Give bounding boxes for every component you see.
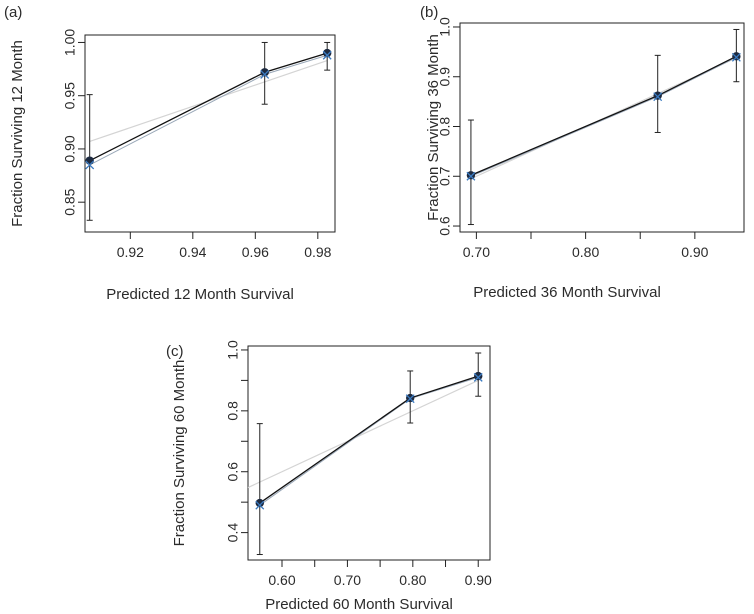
chart-0-observed-point	[85, 156, 94, 165]
chart-2-x-tick-label: 0.90	[465, 572, 492, 588]
chart-0-y-tick-label: 0.95	[62, 82, 78, 109]
chart-0-x-tick-label: 0.94	[179, 244, 206, 260]
chart-1-observed-point	[653, 91, 662, 100]
chart-2-panel-label: (c)	[166, 343, 184, 360]
chart-0-y-tick-label: 0.85	[62, 188, 78, 215]
chart-1-y-tick-label: 0.9	[437, 67, 453, 87]
chart-1-plot-frame	[459, 22, 745, 233]
chart-1-x-tick-label: 0.70	[463, 244, 490, 260]
chart-2-corrected-marker	[255, 500, 265, 510]
chart-1-y-tick-label: 1.0	[437, 17, 453, 37]
chart-1-y-axis-title: Fraction Surviving 36 Month	[425, 34, 442, 221]
chart-0-corrected-line	[89, 54, 328, 166]
chart-2-plot-frame	[247, 345, 491, 561]
chart-1-corrected-marker	[731, 52, 741, 62]
chart-1-y-tick-label: 0.7	[437, 166, 453, 186]
chart-0-y-tick-label: 0.90	[62, 135, 78, 162]
chart-1-x-tick-label: 0.90	[681, 244, 708, 260]
chart-2-ideal-line	[247, 379, 479, 489]
chart-0-corrected-marker	[85, 160, 95, 170]
chart-2-corrected-line	[259, 376, 479, 506]
chart-0-x-axis-title: Predicted 12 Month Survival	[106, 286, 294, 303]
chart-0-x-tick-label: 0.92	[117, 244, 144, 260]
chart-0-y-tick-label: 1.00	[62, 29, 78, 56]
chart-2-y-tick-label: 1.0	[225, 340, 241, 360]
chart-0-panel-label: (a)	[4, 4, 22, 21]
chart-1-y-tick-label: 0.6	[437, 216, 453, 236]
chart-0-y-axis-title: Fraction Surviving 12 Month	[9, 40, 26, 227]
chart-2-x-tick-label: 0.80	[399, 572, 426, 588]
chart-2-observed-point	[474, 371, 483, 381]
chart-2-corrected-marker	[473, 372, 483, 382]
chart-0-observed-point	[322, 48, 332, 58]
chart-0-x-tick-label: 0.96	[242, 244, 269, 260]
chart-1-x-axis-title: Predicted 36 Month Survival	[473, 284, 661, 301]
chart-2-y-tick-label: 0.8	[225, 401, 241, 421]
chart-2-x-tick-label: 0.70	[334, 572, 361, 588]
chart-1-panel-label: (b)	[420, 4, 438, 21]
chart-2-x-axis-title: Predicted 60 Month Survival	[265, 596, 453, 613]
chart-0: 0.92 0.94 0.96 0.98 0.85 0.90 0.95 1.00 Predicte…	[4, 4, 336, 303]
chart-1-x-tick-label: 0.80	[572, 244, 599, 260]
chart-1-corrected-marker	[466, 171, 476, 181]
chart-2-corrected-marker	[405, 394, 415, 404]
chart-1-observed-point	[732, 52, 741, 61]
chart-1-observed-point	[466, 171, 476, 180]
chart-1-observed-line	[470, 55, 737, 176]
chart-1: 0.70 0.80 0.90 0.6 0.7 0.8 0.9 1.0 Predicted 36 …	[420, 4, 745, 301]
chart-2-x-tick-label: 0.60	[268, 572, 295, 588]
chart-2-y-axis-title: Fraction Surviving 60 Month	[171, 360, 188, 547]
chart-0-corrected-marker	[260, 69, 270, 79]
chart-0-x-tick-label: 0.98	[304, 244, 331, 260]
chart-1-y-tick-label: 0.8	[437, 117, 453, 137]
chart-0-corrected-marker	[322, 50, 332, 60]
chart-2-y-tick-label: 0.4	[225, 523, 241, 543]
chart-1-corrected-marker	[653, 92, 663, 102]
chart-2-y-tick-label: 0.6	[225, 462, 241, 482]
chart-2-observed-point	[255, 498, 264, 508]
chart-2: 0.60 0.70 0.80 0.90 0.4 0.6 0.8 1.0 Predicted 60…	[166, 340, 492, 613]
chart-0-plot-frame	[84, 34, 336, 233]
chart-0-observed-line	[89, 52, 328, 162]
chart-0-observed-point	[260, 68, 269, 77]
